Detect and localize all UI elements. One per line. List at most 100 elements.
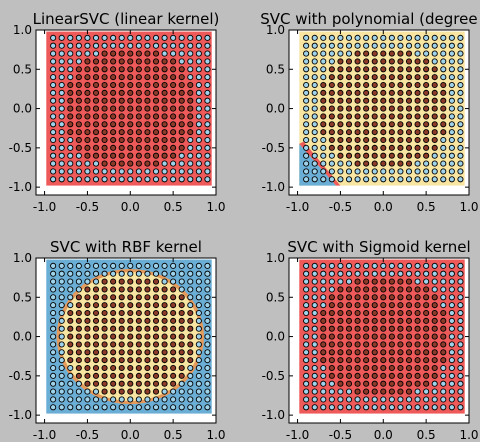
data-point — [135, 388, 142, 395]
data-point — [345, 81, 353, 89]
data-point — [127, 404, 134, 411]
data-point — [414, 349, 421, 356]
data-point — [187, 58, 194, 65]
data-point — [161, 105, 168, 112]
x-tick-label: -0.5 — [329, 428, 352, 442]
data-point — [405, 160, 413, 167]
data-point — [431, 34, 438, 41]
data-point — [110, 357, 117, 364]
data-point — [204, 42, 211, 49]
axes-frame — [288, 29, 470, 196]
data-point — [144, 404, 151, 411]
data-point — [118, 325, 125, 332]
data-point — [101, 302, 108, 309]
data-point — [423, 262, 430, 269]
data-point — [135, 50, 142, 57]
subplot-2: -1.0 -0.5 0.0 0.5 1.0 1.0 0.5 0.0 -0.5 -1.0 SVC wi… — [260, 10, 480, 214]
data-point — [195, 333, 202, 340]
data-point — [110, 97, 117, 104]
data-point — [320, 357, 327, 364]
data-point — [354, 168, 361, 175]
data-point — [58, 50, 65, 57]
data-point — [161, 58, 168, 65]
data-point — [354, 136, 361, 144]
data-point — [345, 160, 353, 167]
data-point — [92, 74, 100, 81]
data-point — [84, 97, 91, 104]
data-point — [195, 66, 202, 73]
data-point — [440, 144, 447, 151]
data-point — [423, 34, 430, 41]
data-point — [152, 152, 160, 159]
data-point — [311, 152, 318, 159]
data-point — [101, 74, 108, 81]
data-point — [380, 152, 387, 159]
data-point — [110, 105, 117, 112]
data-point — [144, 113, 151, 120]
data-point — [337, 262, 344, 269]
data-point — [388, 302, 395, 309]
data-point — [388, 129, 395, 136]
data-point — [328, 144, 335, 151]
data-point — [448, 113, 455, 120]
data-point — [354, 58, 361, 65]
data-point — [178, 372, 185, 379]
data-point — [118, 380, 125, 387]
data-point — [144, 168, 151, 175]
data-point — [187, 317, 194, 324]
data-point — [170, 404, 177, 411]
data-point — [388, 270, 395, 277]
data-point — [423, 294, 430, 301]
data-point — [58, 325, 65, 332]
data-point — [50, 364, 57, 372]
data-point — [345, 58, 353, 65]
data-point — [405, 341, 413, 348]
data-point — [118, 270, 125, 277]
data-point — [337, 121, 344, 128]
data-point — [457, 380, 464, 387]
data-point — [414, 58, 421, 65]
data-point — [152, 262, 160, 269]
data-point — [170, 317, 177, 324]
data-point — [178, 160, 185, 167]
data-point — [371, 58, 378, 65]
data-point — [187, 66, 194, 73]
data-point — [363, 286, 370, 293]
data-point — [101, 34, 108, 41]
data-point — [311, 81, 318, 89]
data-point — [423, 66, 430, 73]
data-point — [414, 388, 421, 395]
data-point — [311, 286, 318, 293]
data-point — [110, 89, 117, 96]
data-point — [363, 113, 370, 120]
data-point — [328, 121, 335, 128]
data-point — [423, 333, 430, 340]
data-point — [178, 66, 185, 73]
data-point — [320, 74, 327, 81]
y-tick-label: -0.5 — [262, 369, 285, 383]
data-point — [380, 34, 387, 41]
data-point — [303, 357, 310, 364]
x-tick-label: 0.5 — [164, 200, 183, 214]
data-point — [354, 302, 361, 309]
data-point — [161, 160, 168, 167]
data-point — [345, 278, 353, 285]
data-point — [144, 136, 151, 144]
data-point — [423, 396, 430, 403]
y-tick-label: 0.0 — [13, 330, 32, 344]
data-point — [127, 349, 134, 356]
data-point — [178, 262, 185, 269]
data-point — [380, 270, 387, 277]
data-point — [311, 364, 318, 372]
data-point — [405, 81, 413, 89]
data-point — [320, 58, 327, 65]
data-point — [311, 50, 318, 57]
data-point — [101, 113, 108, 120]
data-point — [363, 50, 370, 57]
data-point — [101, 89, 108, 96]
data-point — [152, 81, 160, 89]
data-point — [58, 404, 65, 411]
data-point — [345, 357, 353, 364]
data-point — [431, 317, 438, 324]
data-point — [328, 97, 335, 104]
